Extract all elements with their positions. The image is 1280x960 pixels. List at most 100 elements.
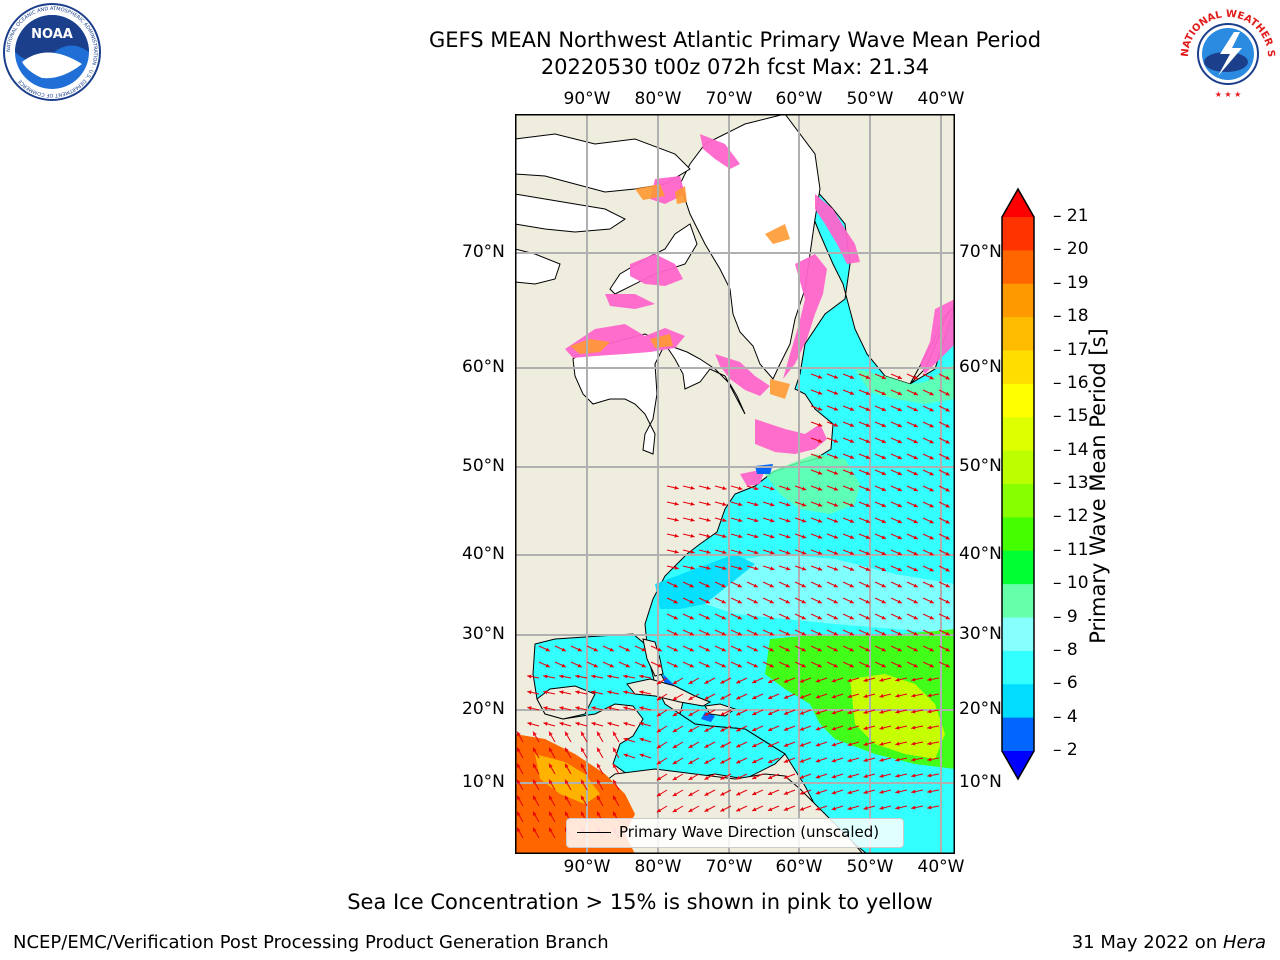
wave-direction-arrow <box>778 645 791 652</box>
wave-direction-arrow <box>623 690 636 695</box>
wave-direction-arrow <box>735 741 748 748</box>
wave-direction-arrow <box>698 565 711 570</box>
wave-direction-arrow <box>783 677 796 683</box>
wave-direction-arrow <box>922 485 935 492</box>
wave-direction-arrow <box>666 501 679 506</box>
lat-label-right: 30°N <box>959 624 1002 644</box>
wave-direction-arrow <box>879 709 892 714</box>
wave-direction-arrow <box>704 677 716 685</box>
wave-direction-arrow <box>762 581 775 588</box>
wave-direction-arrow <box>746 501 759 507</box>
wave-direction-arrow <box>874 597 887 604</box>
wave-direction-arrow <box>906 421 919 428</box>
wave-direction-arrow <box>842 517 855 523</box>
wave-direction-arrow <box>688 725 700 733</box>
wave-direction-arrow <box>746 533 759 539</box>
wave-direction-arrow <box>874 485 887 492</box>
wave-direction-arrow <box>730 581 743 588</box>
wave-direction-arrow <box>688 789 700 797</box>
wave-direction-arrow <box>672 709 684 717</box>
wave-direction-arrow <box>906 469 919 476</box>
wave-direction-arrow <box>831 741 844 747</box>
wave-direction-arrow <box>714 565 727 570</box>
wave-direction-arrow <box>879 757 892 762</box>
wave-direction-arrow <box>922 453 935 460</box>
wave-direction-arrow <box>831 773 844 779</box>
wave-direction-arrow <box>746 485 759 491</box>
wave-direction-arrow <box>548 827 556 839</box>
wave-direction-arrow <box>751 789 764 796</box>
wave-direction-arrow <box>735 805 748 812</box>
wave-direction-arrow <box>698 485 711 490</box>
wave-direction-arrow <box>634 645 647 652</box>
wave-direction-arrow <box>938 421 951 428</box>
wave-direction-arrow <box>688 805 700 813</box>
wave-direction-arrow <box>815 757 828 763</box>
wave-direction-arrow <box>682 645 695 652</box>
wave-direction-arrow <box>879 693 892 698</box>
lat-label-right: 20°N <box>959 699 1002 719</box>
wave-direction-arrow <box>559 706 572 711</box>
wave-direction-arrow <box>938 533 951 540</box>
wave-direction-arrow <box>938 501 951 508</box>
wave-direction-arrow <box>751 709 764 716</box>
wave-direction-arrow <box>580 747 588 759</box>
wave-direction-arrow <box>911 757 924 762</box>
wave-direction-arrow <box>895 773 908 778</box>
wave-direction-arrow <box>810 565 823 571</box>
wave-direction-arrow <box>720 693 732 700</box>
wave-direction-arrow <box>596 763 604 775</box>
wave-direction-arrow <box>575 690 588 695</box>
map-subtitle: 20220530 t00z 072h fcst Max: 21.34 <box>540 55 930 79</box>
lat-label-right: 70°N <box>959 242 1002 262</box>
colorbar-tick-label: – 9 <box>1053 606 1078 627</box>
wave-direction-arrow <box>714 661 727 668</box>
wave-direction-arrow <box>751 677 764 684</box>
wave-direction-arrow <box>714 629 727 636</box>
wave-direction-arrow <box>666 549 679 554</box>
wave-direction-arrow <box>527 674 540 679</box>
wave-direction-arrow <box>666 613 679 620</box>
wave-direction-arrow <box>612 747 620 759</box>
wave-direction-arrow <box>516 827 524 839</box>
wave-direction-arrow <box>938 453 951 460</box>
lat-label-right: 40°N <box>959 544 1002 564</box>
wave-direction-arrow <box>656 693 668 701</box>
wave-direction-arrow <box>714 485 727 490</box>
wave-direction-arrow <box>906 645 919 652</box>
wave-direction-arrow <box>666 661 679 668</box>
wave-direction-arrow <box>767 773 780 780</box>
wave-direction-arrow <box>922 533 935 540</box>
wave-direction-arrow <box>794 629 807 636</box>
wave-direction-arrow <box>688 773 700 781</box>
wave-direction-arrow <box>767 677 780 684</box>
wave-direction-arrow <box>922 389 935 396</box>
wave-direction-arrow <box>842 405 855 411</box>
colorbar-tick-label: – 6 <box>1053 673 1078 694</box>
wave-direction-arrow <box>874 645 887 652</box>
wave-direction-arrow <box>682 533 695 538</box>
lon-label-top: 70°W <box>705 89 753 109</box>
wave-direction-arrow <box>911 789 924 794</box>
colorbar-segment <box>1002 450 1034 485</box>
wave-direction-arrow <box>730 629 743 636</box>
wave-direction-arrow <box>858 613 871 620</box>
wave-direction-arrow <box>720 805 732 812</box>
colorbar-segment <box>1002 584 1034 618</box>
wave-direction-arrow <box>842 485 855 491</box>
wave-direction-arrow <box>858 629 871 636</box>
wave-direction-arrow <box>831 789 844 795</box>
wave-direction-arrow <box>527 722 540 727</box>
colorbar-tick-label: – 15 <box>1053 406 1089 427</box>
wave-direction-arrow <box>831 677 844 683</box>
wave-direction-arrow <box>602 661 615 668</box>
wave-direction-arrow <box>847 709 860 715</box>
wave-direction-arrow <box>735 757 748 764</box>
wave-direction-arrow <box>688 741 700 749</box>
wave-direction-arrow <box>586 645 599 652</box>
wave-direction-arrow <box>714 645 727 652</box>
wave-direction-arrow <box>911 693 924 698</box>
wave-direction-arrow <box>906 597 919 604</box>
wave-direction-arrow <box>890 661 903 668</box>
wave-direction-arrow <box>842 501 855 507</box>
